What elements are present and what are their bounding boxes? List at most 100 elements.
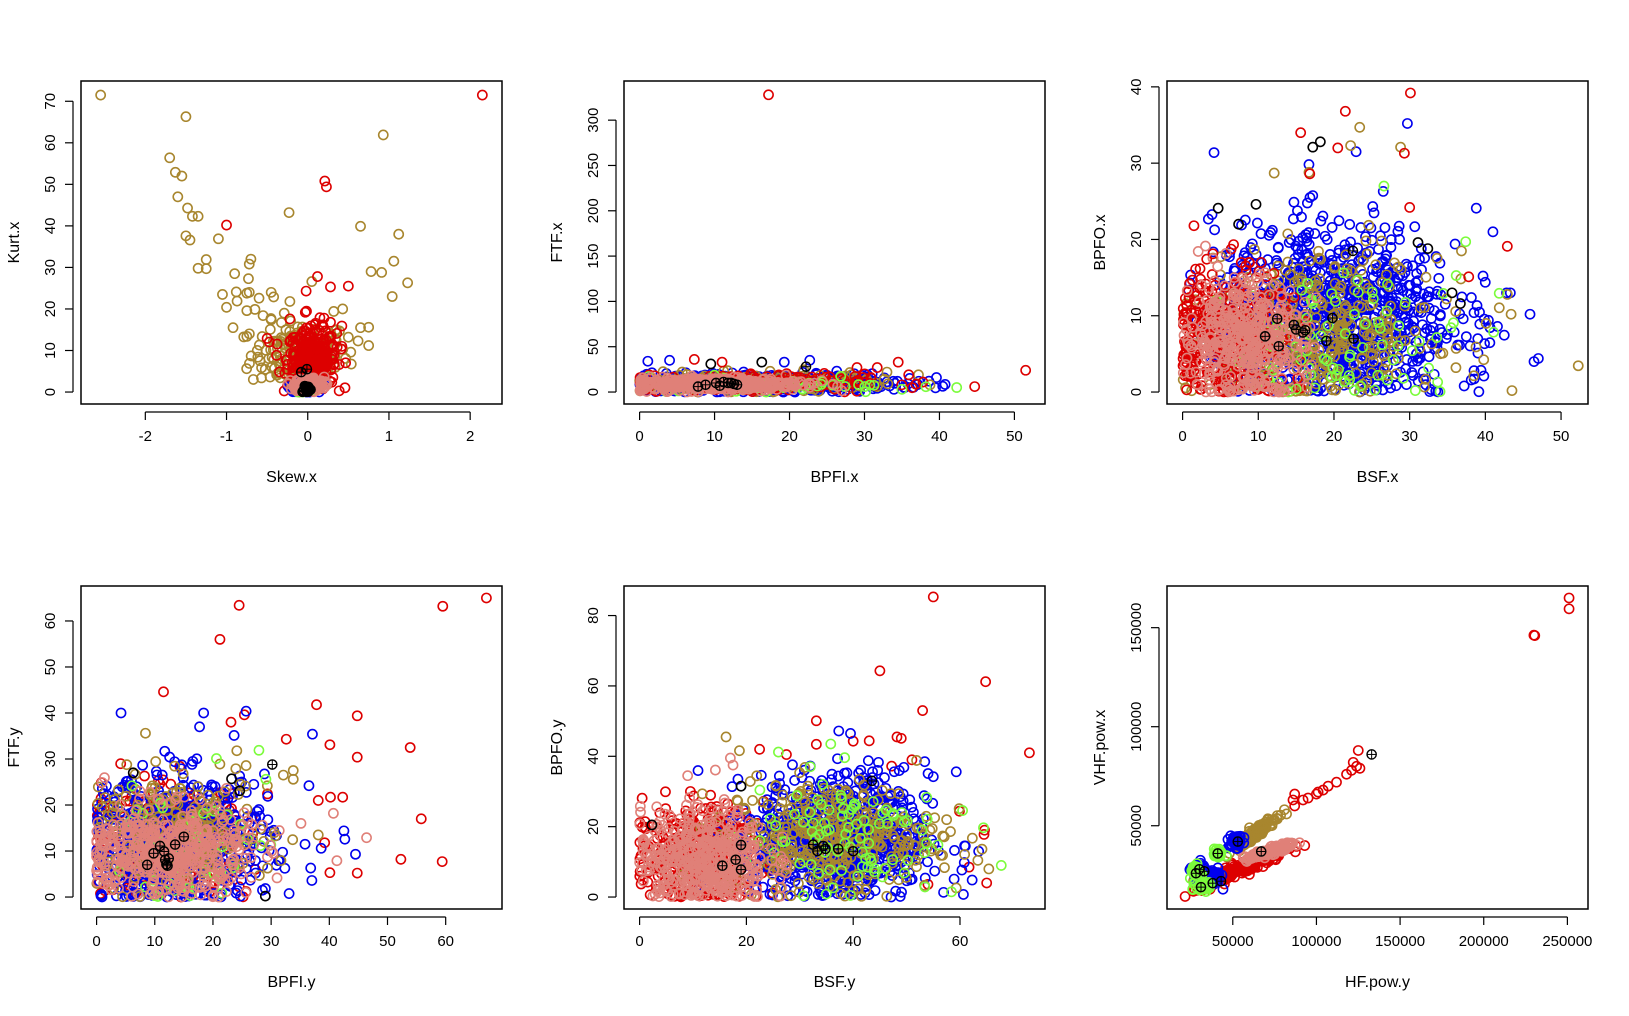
x-tick-label: 1 [385,428,393,445]
x-tick-label: 0 [304,428,312,445]
point-red [314,796,323,805]
point-black-cross [1274,342,1283,351]
point-olive [1479,355,1488,364]
point-black-cross [1298,328,1307,337]
y-tick-label: 100 [585,289,602,314]
point-blue [1410,222,1419,231]
point-blue [1368,202,1377,211]
point-black [757,358,766,367]
point-black-cross [1301,326,1310,335]
point-olive [280,309,289,318]
point-olive [202,255,211,264]
point-black [1251,200,1260,209]
point-blue [1366,223,1375,232]
point-red [353,711,362,720]
point-olive [181,112,190,121]
point-red [325,740,334,749]
point-olive [228,323,237,332]
point-black [1447,288,1456,297]
point-olive [218,290,227,299]
point-green [952,383,961,392]
point-black-cross [1260,332,1269,341]
point-blue [1467,293,1476,302]
point-red [1405,203,1414,212]
x-axis-title: BSF.x [1357,469,1399,486]
point-blue [1210,225,1219,234]
point-black-cross [801,362,810,371]
x-axis-title: BPFI.x [810,469,858,486]
point-blue [1460,381,1469,390]
x-tick-label: -2 [139,428,152,445]
point-blue [1434,274,1443,283]
point-blue [1474,387,1483,396]
y-tick-label: 0 [585,388,602,396]
point-red [873,363,882,372]
point-red [1189,221,1198,230]
y-tick-label: 30 [1128,155,1145,172]
point-blue [1462,332,1471,341]
x-tick-label: 40 [1477,428,1494,445]
point-olive [253,346,262,355]
points-p2 [635,90,1030,396]
x-tick-label: 10 [1250,428,1267,445]
point-blue [1478,271,1487,280]
point-black-cross [1273,314,1282,323]
point-black [1423,244,1432,253]
point-olive [356,222,365,231]
point-red [338,793,347,802]
point-blue [1305,193,1314,202]
y-tick-label: 60 [42,134,59,151]
y-tick-label: 40 [1128,79,1145,96]
point-olive [1451,363,1460,372]
point-olive [394,230,403,239]
x-tick-label: -1 [220,428,233,445]
point-blue [300,840,309,849]
point-olive [403,278,412,287]
point-olive [1421,273,1430,282]
point-blue [1424,352,1433,361]
point-blue [1500,331,1509,340]
x-tick-label: 20 [781,428,798,445]
x-tick-label: 2 [466,428,474,445]
point-blue [1253,218,1262,227]
point-olive [284,208,293,217]
point-red [970,382,979,391]
point-red [894,358,903,367]
point-black [302,365,311,374]
point-red [478,90,487,99]
point-blue [1488,227,1497,236]
point-olive [1471,342,1480,351]
y-axis-title: BPFO.x [1092,214,1109,270]
point-black-cross [732,380,741,389]
y-tick-label: 0 [1128,388,1145,396]
x-tick-label: 0 [1178,428,1186,445]
point-black [1214,204,1223,213]
point-olive [366,267,375,276]
point-blue [1479,371,1488,380]
point-salmon [1194,247,1203,256]
point-red [140,771,149,780]
point-green [1433,377,1442,386]
point-red [438,857,447,866]
point-red [438,602,447,611]
y-tick-label: 10 [42,342,59,359]
point-red [344,282,353,291]
point-olive [346,348,355,357]
point-red [325,868,334,877]
point-blue [1351,147,1360,156]
point-black [706,359,715,368]
point-green [1461,237,1470,246]
point-olive [285,297,294,306]
point-red [353,869,362,878]
point-red [406,743,415,752]
point-red [313,272,322,281]
point-red [326,793,335,802]
point-green [1411,386,1420,395]
point-olive [379,130,388,139]
point-olive [222,303,231,312]
